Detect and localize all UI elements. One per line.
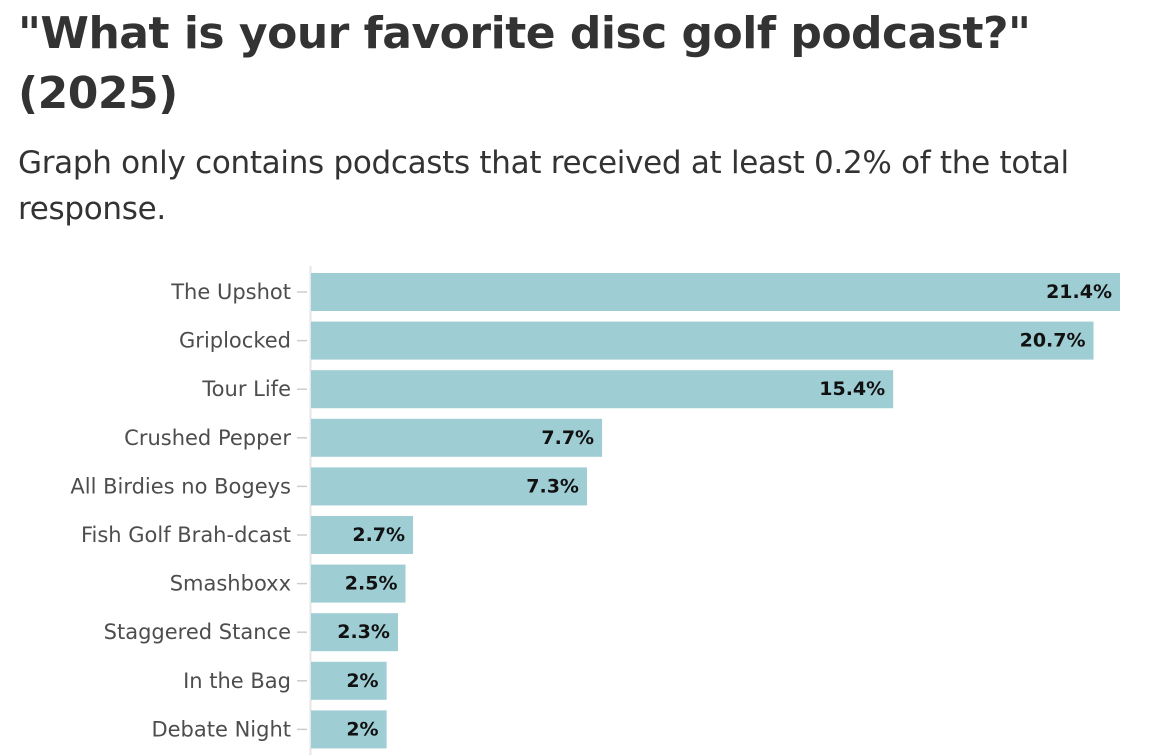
bar bbox=[311, 321, 1094, 360]
value-label: 2.5% bbox=[345, 573, 398, 595]
category-label: Smashboxx bbox=[170, 572, 291, 596]
category-label: The Upshot bbox=[170, 280, 291, 304]
value-label: 15.4% bbox=[819, 378, 885, 400]
category-label: Fish Golf Brah-dcast bbox=[81, 523, 291, 547]
chart-subtitle: Graph only contains podcasts that receiv… bbox=[18, 145, 1069, 227]
value-label: 7.7% bbox=[541, 427, 594, 449]
value-label: 21.4% bbox=[1046, 281, 1112, 303]
chart-title: "What is your favorite disc golf podcast… bbox=[18, 8, 1031, 119]
bar bbox=[311, 418, 603, 457]
category-label: Tour Life bbox=[201, 377, 291, 401]
bar bbox=[311, 467, 587, 506]
bar bbox=[311, 710, 387, 749]
value-label: 2% bbox=[346, 670, 378, 692]
category-label: In the Bag bbox=[183, 669, 291, 693]
category-label: Griplocked bbox=[179, 329, 291, 353]
bar bbox=[311, 273, 1120, 311]
category-label: Debate Night bbox=[151, 717, 291, 741]
category-label: All Birdies no Bogeys bbox=[70, 474, 291, 498]
bar bbox=[311, 613, 398, 652]
bar bbox=[311, 564, 406, 603]
category-label: Staggered Stance bbox=[104, 620, 291, 644]
value-label: 7.3% bbox=[526, 475, 579, 497]
value-label: 2% bbox=[346, 718, 378, 740]
bar bbox=[311, 370, 894, 409]
bar bbox=[311, 516, 414, 554]
value-label: 2.7% bbox=[352, 524, 405, 546]
value-label: 2.3% bbox=[337, 621, 390, 643]
value-label: 20.7% bbox=[1020, 330, 1086, 352]
category-label: Crushed Pepper bbox=[124, 426, 291, 450]
bar bbox=[311, 661, 387, 700]
bar-chart: The Upshot 21.4% Griplocked 20.7% Tour Life 1… bbox=[70, 266, 1120, 755]
